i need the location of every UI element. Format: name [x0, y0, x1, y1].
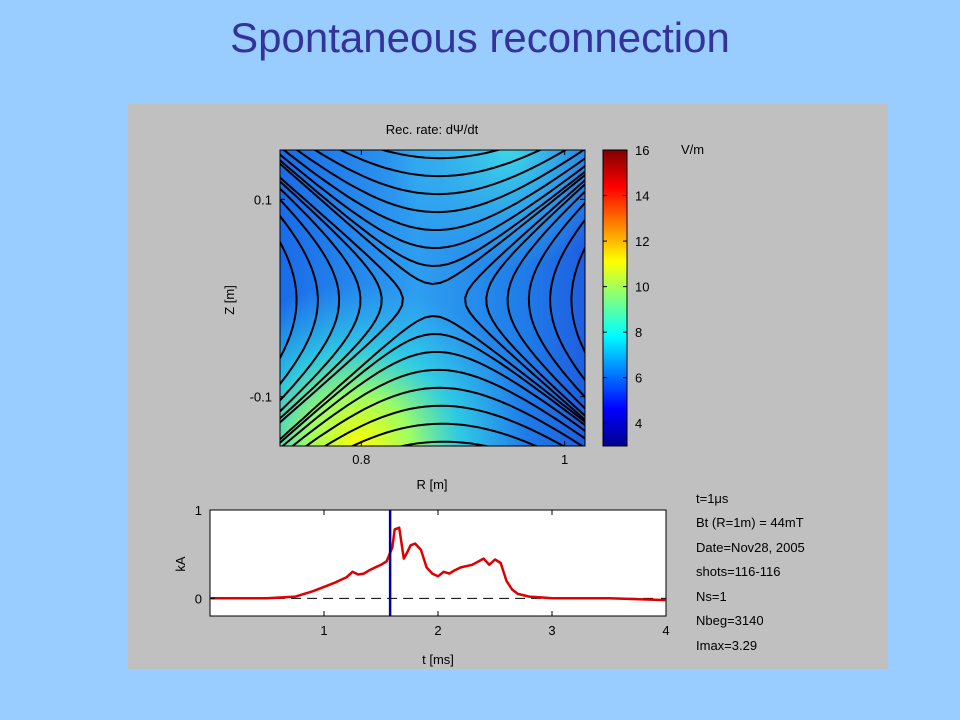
info-line: Ns=1	[696, 589, 727, 604]
figure-svg: 0.8 1 0.1 -0.1 Rec. rate: dΨ/dt R [m] Z [m]…	[173, 122, 805, 667]
colorbar-tick-label: 8	[635, 325, 642, 340]
colorbar-tick-label: 12	[635, 234, 649, 249]
colorbar-tick-label: 10	[635, 280, 649, 295]
info-line: t=1μs	[696, 491, 729, 506]
time-series-x-tick-label: 3	[548, 623, 555, 638]
heatmap-x-tick-label: 1	[561, 452, 568, 467]
slide-title: Spontaneous reconnection	[230, 14, 730, 61]
time-series-x-tick-label: 4	[662, 623, 669, 638]
flux-contour-line	[280, 214, 319, 386]
time-series-y-tick-label: 0	[195, 591, 202, 606]
heatmap: 0.8 1 0.1 -0.1	[181, 149, 586, 467]
time-series-plot-area	[209, 509, 667, 617]
heatmap-ylabel: Z [m]	[222, 285, 237, 315]
heatmap-x-tick-label: 0.8	[352, 452, 370, 467]
flux-contour-line	[304, 386, 585, 446]
time-series: 1 2 3 4 1 0	[195, 503, 670, 638]
flux-contour-line	[549, 218, 585, 382]
flux-contour-line	[379, 150, 502, 160]
flux-contour-line	[280, 187, 362, 413]
colorbar-tick-label: 14	[635, 189, 649, 204]
current-series-line	[210, 526, 666, 602]
info-block: t=1μs Bt (R=1m) = 44mT Date=Nov28, 2005 …	[696, 491, 805, 653]
flux-contour-line	[338, 150, 543, 178]
flux-contour-line	[280, 332, 585, 444]
heatmap-frame	[279, 149, 586, 447]
heatmap-y-tick-label: 0.1	[254, 192, 272, 207]
flux-contour-line	[506, 190, 585, 410]
flux-contour-line	[280, 240, 298, 360]
info-line: Date=Nov28, 2005	[696, 540, 805, 555]
flux-contour-line	[280, 180, 383, 420]
info-line: Bt (R=1m) = 44mT	[696, 515, 804, 530]
time-series-x-tick-label: 1	[320, 623, 327, 638]
flux-contour-line	[350, 422, 539, 446]
info-line: Nbeg=3140	[696, 613, 764, 628]
time-series-y-tick-label: 1	[195, 503, 202, 518]
time-series-ylabel: kA	[173, 556, 188, 572]
colorbar-tick-label: 16	[635, 143, 649, 158]
flux-contour-line	[290, 368, 585, 446]
flux-contour-line	[280, 159, 585, 268]
time-series-xlabel: t [ms]	[422, 652, 454, 667]
flux-contour-line	[464, 178, 585, 422]
colorbar-ticks: 4 6 8 10 12 14 16	[603, 143, 649, 431]
info-line: shots=116-116	[696, 564, 780, 579]
flux-contour-line	[313, 150, 568, 196]
colorbar: 4 6 8 10 12 14 16	[602, 143, 649, 447]
time-series-ticks: 1 2 3 4 1 0	[195, 503, 670, 638]
colorbar-tick-label: 6	[635, 371, 642, 386]
heatmap-y-tick-label: -0.1	[250, 390, 272, 405]
flux-contour-line	[280, 314, 585, 441]
colorbar-scale	[602, 149, 628, 447]
heatmap-title: Rec. rate: dΨ/dt	[386, 122, 479, 137]
info-line: Imax=3.29	[696, 638, 757, 653]
flux-contour-line	[485, 182, 585, 418]
flux-contour-line	[280, 176, 404, 424]
flux-contour-line	[280, 153, 585, 250]
heatmap-ticks: 0.8 1 0.1 -0.1	[250, 150, 585, 467]
colorbar-tick-label: 4	[635, 416, 642, 431]
flux-contour-line	[280, 162, 585, 286]
flux-contour-line	[323, 404, 566, 446]
heatmap-xlabel: R [m]	[416, 477, 447, 492]
time-series-x-tick-label: 2	[434, 623, 441, 638]
figure-panel: 0.8 1 0.1 -0.1 Rec. rate: dΨ/dt R [m] Z [m]…	[128, 104, 888, 669]
flux-contour-line	[281, 351, 585, 446]
flux-contour-line	[282, 150, 585, 231]
flux-contour-line	[397, 440, 491, 446]
flux-contour-line	[570, 245, 585, 355]
colorbar-unit: V/m	[681, 142, 704, 157]
flux-contour-line	[181, 150, 254, 446]
flux-contour-line	[295, 150, 585, 214]
flux-contours	[181, 150, 585, 446]
heatmap-hot-region	[280, 150, 585, 446]
